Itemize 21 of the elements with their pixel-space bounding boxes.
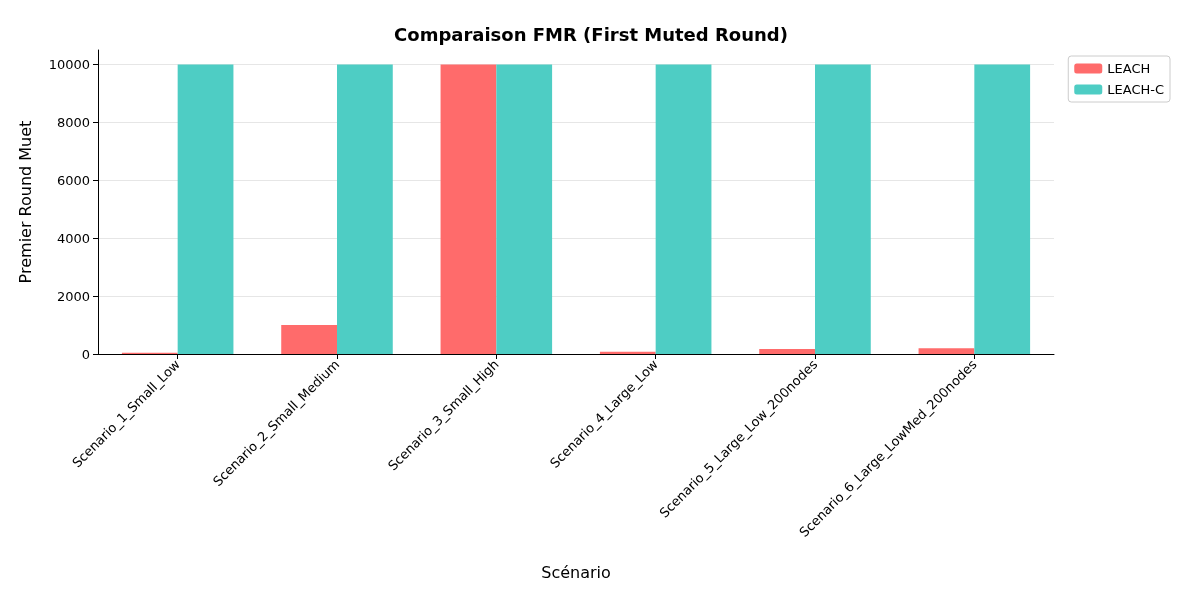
bar	[337, 64, 393, 354]
bar	[177, 64, 234, 354]
bar	[918, 348, 975, 354]
y-tick-label: 4000	[56, 230, 90, 246]
bar	[974, 64, 1031, 354]
y-tick-label: 6000	[56, 172, 90, 188]
chart-title: Comparaison FMR (First Muted Round)	[394, 23, 788, 45]
y-tick-label: 0	[81, 346, 90, 362]
bar	[496, 64, 553, 354]
y-tick-label: 10000	[48, 56, 90, 72]
y-axis-title: Premier Round Muet	[15, 120, 35, 284]
legend-label: LEACH	[1107, 61, 1151, 76]
y-tick-label: 2000	[56, 288, 90, 304]
x-axis-title: Scénario	[541, 562, 611, 582]
bar	[440, 64, 497, 354]
bar	[655, 64, 712, 354]
bar	[281, 325, 337, 354]
legend-label: LEACH-C	[1107, 82, 1165, 97]
bar	[815, 64, 871, 354]
bar	[759, 349, 815, 354]
y-tick-label: 8000	[56, 114, 90, 130]
